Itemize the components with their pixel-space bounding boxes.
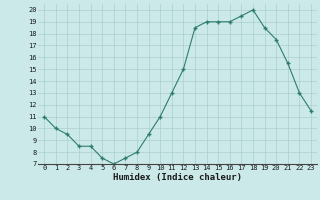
X-axis label: Humidex (Indice chaleur): Humidex (Indice chaleur) (113, 173, 242, 182)
